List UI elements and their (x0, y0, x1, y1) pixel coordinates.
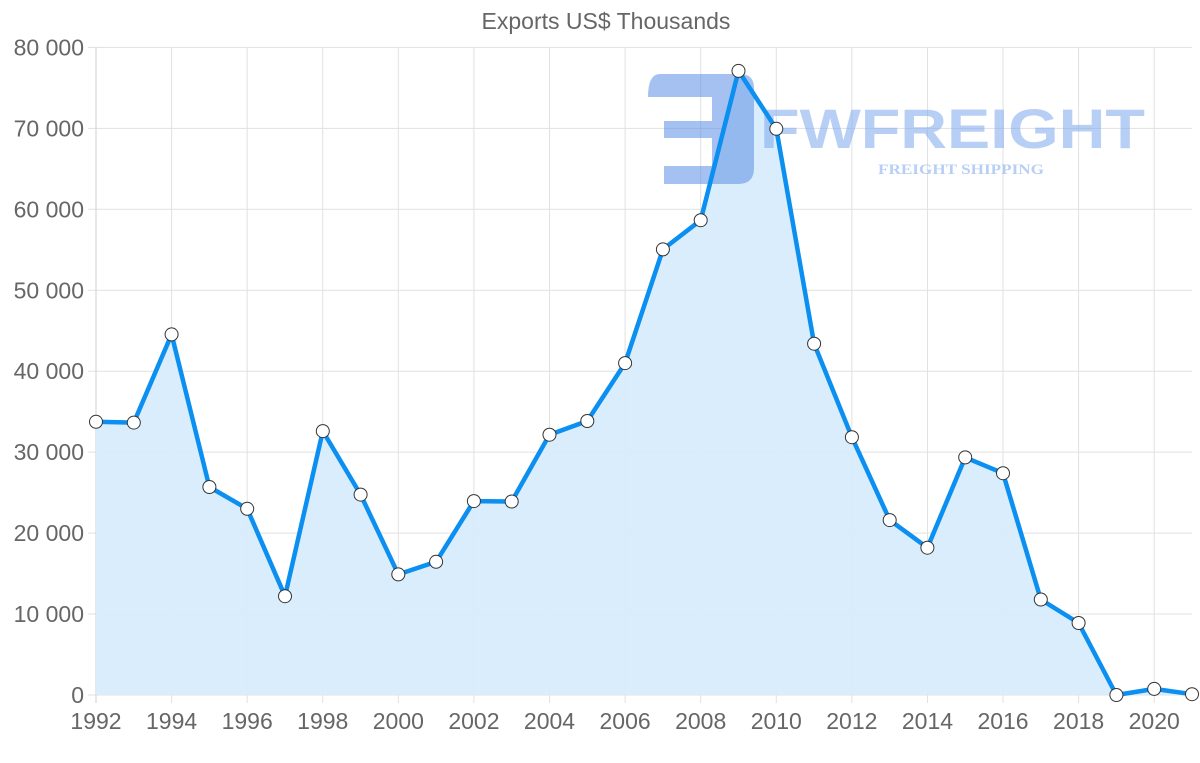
area-path (96, 70, 1192, 695)
y-tick-label: 10 000 (14, 601, 84, 627)
x-tick-label: 2006 (600, 708, 651, 734)
x-tick-label: 1994 (146, 708, 197, 734)
data-point[interactable]: 1996: 23000 (240, 501, 255, 516)
data-point[interactable]: 2016: 27400 (996, 466, 1010, 481)
data-point[interactable]: 2000: 14900 (391, 567, 406, 582)
y-tick-label: 20 000 (14, 520, 84, 546)
x-axis: 1992 1994 1996 1998 2000 2002 2004 2006 2008 2010… (70, 708, 1179, 734)
data-point[interactable]: 1998: 32600 (315, 424, 330, 439)
data-point[interactable]: 1995: 25700 (202, 480, 217, 494)
x-tick-label: 1998 (297, 708, 348, 734)
x-tick-label: 2004 (524, 708, 575, 734)
x-tick-label: 2016 (977, 708, 1028, 734)
x-tick-label: 1992 (70, 708, 121, 734)
data-point[interactable]: 2008: 58650 (693, 213, 708, 228)
x-tick-label: 2008 (675, 708, 726, 734)
x-tick-label: 2014 (902, 708, 953, 734)
data-point[interactable]: 1992: 33750 (89, 414, 103, 429)
data-point[interactable]: 2020: 750 (1147, 681, 1162, 696)
y-tick-label: 40 000 (14, 358, 84, 384)
data-point[interactable]: 2017: 11800 (1033, 592, 1048, 607)
x-tick-label: 2012 (826, 708, 877, 734)
data-point[interactable]: 2011: 43400 (807, 336, 822, 351)
y-tick-label: 80 000 (14, 34, 84, 60)
watermark-tagline: FREIGHT SHIPPING (878, 162, 1044, 178)
data-points: 1992: 33750 1993: 33650 1994: 44550 1995: 2… (89, 63, 1199, 702)
data-point[interactable]: 2021: 100 (1185, 687, 1199, 702)
data-point[interactable]: 1993: 33650 (126, 415, 141, 430)
data-point[interactable]: 2014: 18200 (920, 540, 935, 555)
data-point[interactable]: 2019: 0 (1109, 688, 1124, 702)
x-tick-label: 2010 (751, 708, 802, 734)
data-point[interactable]: 2010: 69950 (769, 121, 784, 136)
y-axis: 0 10 000 20 000 30 000 40 000 50 000 60 000 70 … (14, 34, 84, 708)
data-point[interactable]: 2001: 16450 (429, 554, 444, 569)
area-fill (96, 70, 1192, 695)
y-tick-label: 50 000 (14, 277, 84, 303)
data-point[interactable]: 2004: 32150 (542, 427, 557, 442)
watermark-logo: FWFREIGHT FREIGHT SHIPPING (648, 74, 1145, 184)
data-point[interactable]: 2007: 55050 (655, 242, 670, 257)
y-tick-label: 60 000 (14, 196, 84, 222)
data-point[interactable]: 2006: 41000 (618, 356, 633, 371)
data-point[interactable]: 2005: 33850 (580, 414, 595, 428)
logo-mark-icon (648, 74, 754, 184)
series-line (93, 68, 1195, 698)
data-point[interactable]: 1994: 44550 (164, 327, 179, 342)
x-tick-label: 2000 (373, 708, 424, 734)
y-tick-label: 70 000 (14, 115, 84, 141)
chart-title: Exports US$ Thousands (482, 8, 731, 34)
x-tick-label: 2020 (1129, 708, 1180, 734)
x-tick-label: 2018 (1053, 708, 1104, 734)
data-line (93, 68, 1195, 698)
data-point[interactable]: 2003: 23900 (504, 494, 519, 509)
data-point[interactable]: 2018: 8900 (1071, 616, 1086, 630)
data-point[interactable]: 2009: 77100 (731, 63, 746, 78)
watermark-brand: FWFREIGHT (760, 97, 1145, 160)
x-tick-label: 1996 (222, 708, 273, 734)
x-tick-label: 2002 (448, 708, 499, 734)
y-tick-label: 0 (71, 682, 84, 708)
data-point[interactable]: 2013: 21600 (882, 513, 897, 528)
data-point[interactable]: 1999: 24750 (353, 487, 368, 502)
y-tick-label: 30 000 (14, 439, 84, 465)
data-point[interactable]: 2002: 23950 (466, 494, 481, 509)
data-point[interactable]: 2012: 31850 (844, 430, 859, 445)
data-point[interactable]: 2015: 29350 (958, 450, 973, 465)
data-point[interactable]: 1997: 12200 (278, 589, 292, 604)
